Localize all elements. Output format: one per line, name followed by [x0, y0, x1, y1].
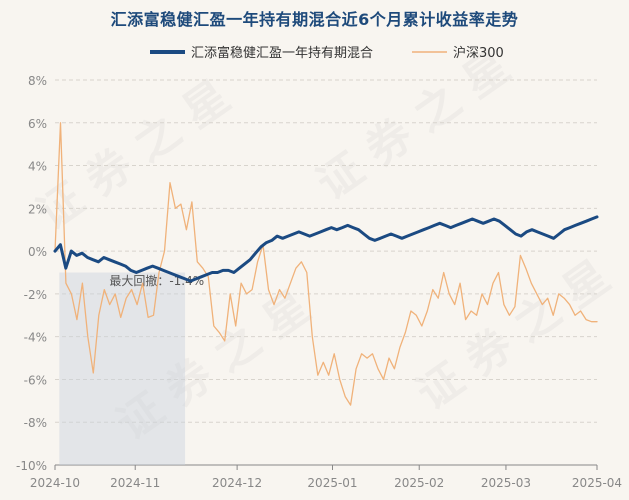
y-tick-label: 6%	[28, 117, 47, 131]
series-line-fund	[53, 215, 599, 283]
max-drawdown-area	[59, 272, 186, 465]
chart-title: 汇添富稳健汇盈一年持有期混合近6个月累计收益率走势	[110, 10, 519, 29]
x-tick-label: 2024-11	[110, 476, 160, 490]
y-tick-label: -6%	[24, 373, 47, 387]
legend-label-index: 沪深300	[453, 45, 504, 61]
x-tick-label: 2025-03	[481, 476, 531, 490]
y-tick-label: 0%	[28, 245, 47, 259]
y-tick-label: 2%	[28, 202, 47, 216]
x-tick-label: 2025-01	[307, 476, 357, 490]
x-tick-label: 2024-12	[212, 476, 262, 490]
x-tick-label: 2024-10	[30, 476, 80, 490]
y-tick-label: -8%	[24, 416, 47, 430]
series-line-index	[54, 122, 598, 406]
y-tick-label: 4%	[28, 160, 47, 174]
x-tick-label: 2025-02	[394, 476, 444, 490]
y-tick-label: 8%	[28, 74, 47, 88]
y-tick-label: -4%	[24, 331, 47, 345]
legend-label-fund: 汇添富稳健汇盈一年持有期混合	[191, 45, 373, 61]
x-tick-label: 2025-04	[572, 476, 622, 490]
y-tick-label: -2%	[24, 288, 47, 302]
y-tick-label: -10%	[16, 459, 47, 473]
